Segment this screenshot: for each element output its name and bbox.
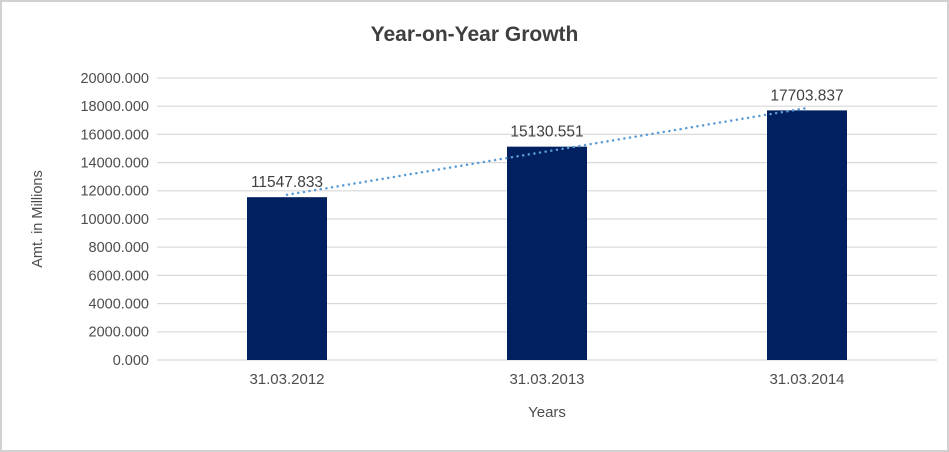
y-tick-label: 14000.000 — [80, 156, 149, 172]
y-tick-label: 8000.000 — [89, 240, 149, 256]
chart-title: Year-on-Year Growth — [370, 23, 579, 46]
x-axis-title: Years — [528, 404, 566, 421]
bar — [247, 197, 327, 360]
x-tick-label: 31.03.2013 — [509, 371, 584, 388]
bar-data-label: 11547.833 — [251, 174, 323, 191]
y-tick-label: 18000.000 — [80, 99, 149, 115]
bar-data-label: 15130.551 — [510, 124, 583, 141]
bar — [767, 110, 847, 360]
y-tick-label: 4000.000 — [89, 297, 149, 313]
y-tick-label: 2000.000 — [89, 325, 149, 341]
x-tick-label: 31.03.2014 — [769, 371, 844, 388]
trendline — [285, 106, 809, 197]
y-tick-label: 20000.000 — [80, 71, 149, 87]
y-tick-label: 10000.000 — [80, 212, 149, 228]
y-tick-label: 6000.000 — [89, 268, 149, 284]
bar-data-label: 17703.837 — [770, 87, 843, 104]
y-tick-label: 0.000 — [113, 353, 149, 369]
x-tick-label: 31.03.2012 — [249, 371, 324, 388]
y-tick-label: 12000.000 — [80, 184, 149, 200]
bar — [507, 146, 587, 360]
y-tick-label: 16000.000 — [80, 127, 149, 143]
